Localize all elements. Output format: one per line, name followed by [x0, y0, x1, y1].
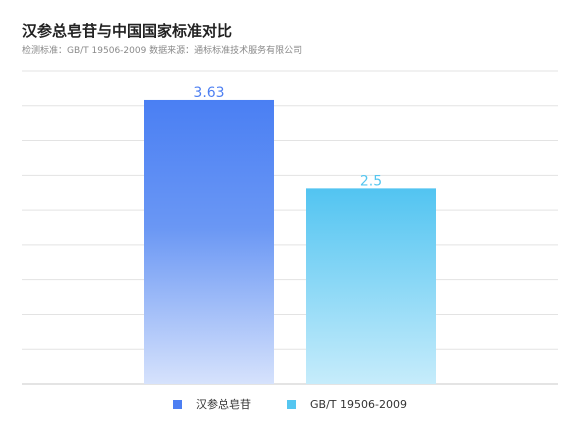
legend: 汉参总皂苷 GB/T 19506-2009	[0, 396, 580, 412]
bar-1[interactable]	[144, 99, 274, 384]
chart-title: 汉参总皂苷与中国国家标准对比	[22, 22, 233, 40]
legend-item-series-2[interactable]: GB/T 19506-2009	[287, 398, 407, 411]
legend-label-series-2: GB/T 19506-2009	[310, 397, 407, 411]
chart-subtitle: 检测标准：GB/T 19506-2009 数据来源：通标标准技术服务有限公司	[22, 46, 303, 56]
data-label-2: 2.5	[360, 173, 382, 189]
gridlines	[22, 70, 558, 385]
legend-label-series-1: 汉参总皂苷	[196, 398, 252, 411]
legend-item-series-1[interactable]: 汉参总皂苷	[173, 396, 251, 412]
bar-2[interactable]	[306, 188, 436, 384]
legend-swatch-series-2	[287, 399, 297, 409]
data-label-1: 3.63	[193, 85, 224, 101]
bars	[144, 99, 436, 384]
legend-swatch-series-1	[173, 399, 183, 409]
data-labels: 3.63 2.5	[193, 85, 382, 189]
